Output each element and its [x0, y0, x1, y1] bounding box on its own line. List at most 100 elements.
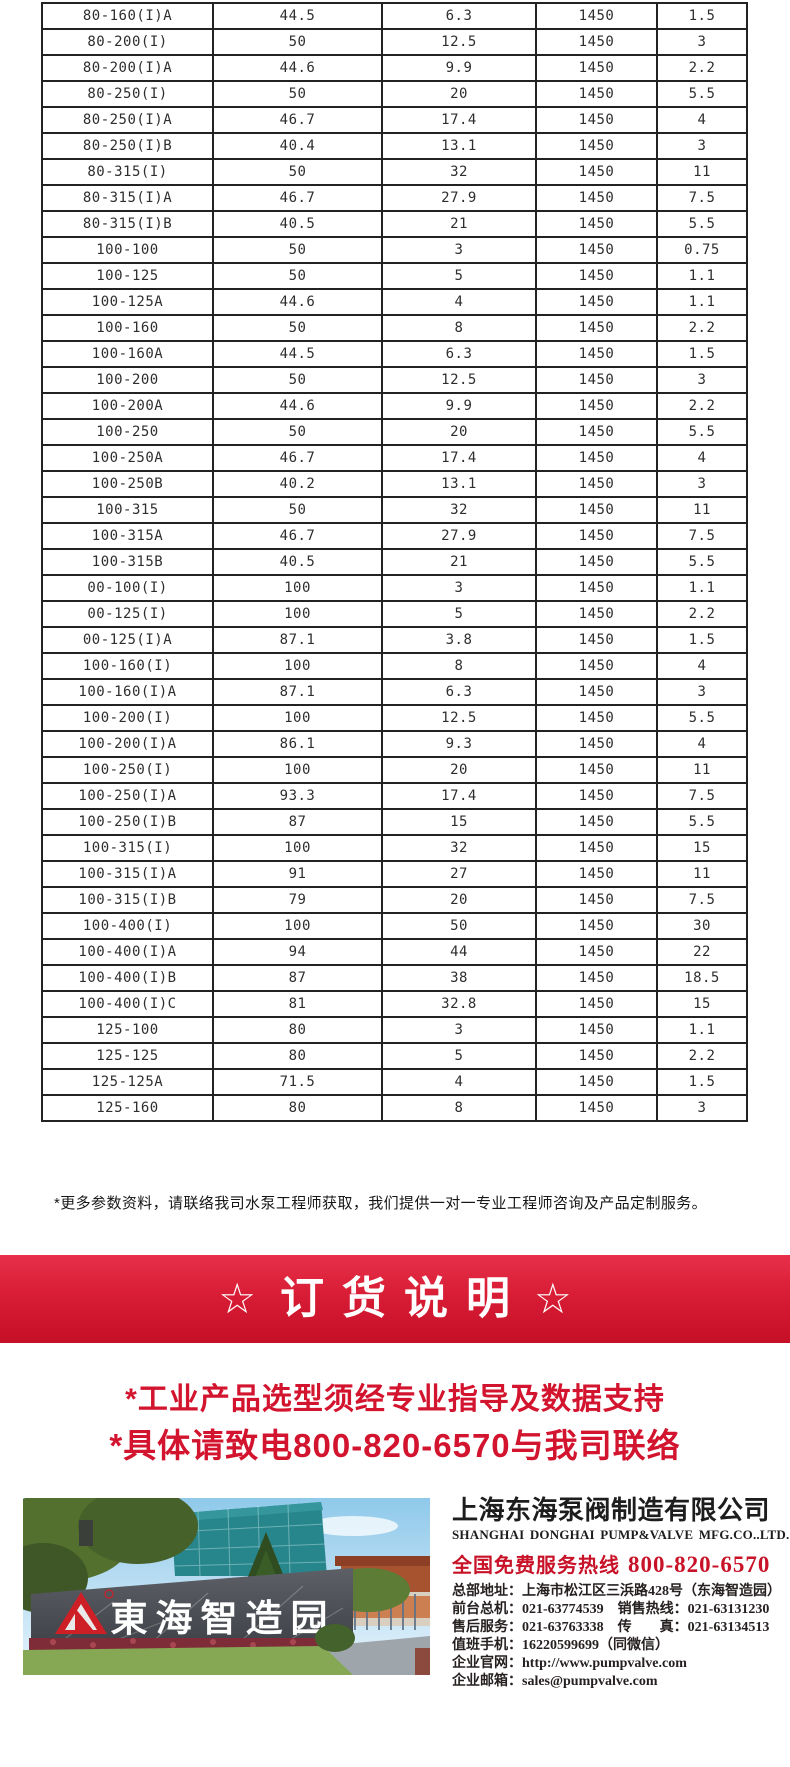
contact-line: 企业邮箱：sales@pumpvalve.com	[452, 1673, 787, 1691]
table-cell: 100-250(I)A	[41, 782, 214, 810]
table-cell: 2.2	[656, 600, 748, 628]
table-cell: 3	[381, 1016, 537, 1044]
table-cell: 11	[656, 496, 748, 524]
table-cell: 1450	[535, 600, 658, 628]
table-cell: 27	[381, 860, 537, 888]
star-icon: ☆	[534, 1275, 572, 1322]
table-cell: 8	[381, 314, 537, 342]
table-cell: 27.9	[381, 522, 537, 550]
table-cell: 8	[381, 652, 537, 680]
table-cell: 1450	[535, 756, 658, 784]
table-row: 100-315(I)B 79 20 1450 7.5	[41, 886, 748, 914]
table-cell: 100-100	[41, 236, 214, 264]
company-name-en: SHANGHAI DONGHAI PUMP&VALVE MFG.CO..LTD.	[452, 1526, 790, 1542]
donghai-logo-icon	[55, 1589, 114, 1634]
contact-pair: 传 真：021-63134513	[618, 1620, 770, 1635]
contact-label: 总部地址：	[452, 1583, 522, 1599]
table-cell: 00-125(I)	[41, 600, 214, 628]
table-row: 100-400(I)C 81 32.8 1450 15	[41, 990, 748, 1018]
contact-label: 销售热线：	[617, 1601, 688, 1617]
table-cell: 1450	[535, 834, 658, 862]
table-cell: 2.2	[656, 392, 748, 420]
order-instructions-banner: ☆ 订货说明 ☆	[0, 1255, 790, 1343]
table-cell: 87	[212, 808, 383, 836]
hotline-number: 800-820-6570	[628, 1551, 771, 1577]
table-cell: 1450	[535, 470, 658, 498]
table-cell: 20	[381, 80, 537, 108]
table-cell: 100-200(I)A	[41, 730, 214, 758]
table-cell: 100-250A	[41, 444, 214, 472]
table-cell: 50	[212, 28, 383, 56]
table-row: 100-160 50 8 1450 2.2	[41, 314, 748, 342]
contact-pair: 企业官网：http://www.pumpvalve.com	[452, 1656, 687, 1671]
parameters-note: *更多参数资料，请联络我司水泵工程师获取，我们提供一对一专业工程师咨询及产品定制…	[54, 1195, 708, 1212]
banner-title: 订货说明	[280, 1274, 528, 1323]
contact-label: 售后服务：	[452, 1619, 522, 1635]
table-row: 80-315(I)B 40.5 21 1450 5.5	[41, 210, 748, 238]
table-cell: 100-400(I)	[41, 912, 214, 940]
contact-line: 企业官网：http://www.pumpvalve.com	[452, 1655, 787, 1673]
table-cell: 125-160	[41, 1094, 214, 1122]
table-cell: 1450	[535, 548, 658, 576]
table-cell: 100-200(I)	[41, 704, 214, 732]
table-cell: 1450	[535, 730, 658, 758]
table-cell: 40.2	[212, 470, 383, 498]
table-cell: 87	[212, 964, 383, 992]
table-row: 80-200(I) 50 12.5 1450 3	[41, 28, 748, 56]
table-cell: 1450	[535, 1042, 658, 1070]
table-cell: 1450	[535, 964, 658, 992]
table-cell: 44.6	[212, 54, 383, 82]
trees	[23, 1498, 410, 1613]
glass-building	[171, 1502, 328, 1577]
table-row: 100-315 50 32 1450 11	[41, 496, 748, 524]
table-cell: 44.5	[212, 2, 383, 30]
table-cell: 80-315(I)A	[41, 184, 214, 212]
table-cell: 1450	[535, 886, 658, 914]
table-cell: 21	[381, 548, 537, 576]
table-cell: 80-315(I)	[41, 158, 214, 186]
service-hotline: 全国免费服务热线 800-820-6570	[452, 1549, 787, 1578]
table-cell: 00-100(I)	[41, 574, 214, 602]
table-cell: 7.5	[656, 184, 748, 212]
sign-wall: 東海智造园	[31, 1568, 353, 1656]
contact-value: 021-63763338	[522, 1619, 604, 1635]
table-cell: 50	[212, 366, 383, 394]
table-cell: 1.5	[656, 626, 748, 654]
table-cell: 3	[656, 132, 748, 160]
table-cell: 4	[381, 288, 537, 316]
table-cell: 80	[212, 1016, 383, 1044]
table-cell: 100-200A	[41, 392, 214, 420]
table-cell: 20	[381, 418, 537, 446]
table-cell: 79	[212, 886, 383, 914]
table-cell: 12.5	[381, 366, 537, 394]
table-cell: 50	[212, 158, 383, 186]
table-cell: 5.5	[656, 548, 748, 576]
table-cell: 50	[212, 314, 383, 342]
table-cell: 15	[656, 834, 748, 862]
table-cell: 100	[212, 834, 383, 862]
table-cell: 93.3	[212, 782, 383, 810]
table-row: 100-160(I) 100 8 1450 4	[41, 652, 748, 680]
table-row: 100-100 50 3 1450 0.75	[41, 236, 748, 264]
table-row: 100-400(I)B 87 38 1450 18.5	[41, 964, 748, 992]
table-cell: 1450	[535, 28, 658, 56]
star-icon: ☆	[218, 1275, 256, 1322]
table-cell: 1450	[535, 522, 658, 550]
contact-line: 值班手机：16220599699（同微信）	[452, 1637, 787, 1655]
table-row: 100-250(I) 100 20 1450 11	[41, 756, 748, 784]
table-cell: 1450	[535, 418, 658, 446]
contact-value: sales@pumpvalve.com	[522, 1673, 658, 1689]
table-cell: 1.1	[656, 262, 748, 290]
table-cell: 1450	[535, 158, 658, 186]
table-cell: 1450	[535, 288, 658, 316]
table-cell: 100-200	[41, 366, 214, 394]
table-cell: 80	[212, 1042, 383, 1070]
table-row: 100-125A 44.6 4 1450 1.1	[41, 288, 748, 316]
table-cell: 46.7	[212, 106, 383, 134]
table-cell: 4	[656, 444, 748, 472]
contact-value: 021-63774539	[522, 1601, 604, 1617]
table-cell: 46.7	[212, 522, 383, 550]
contact-value: 021-63131230	[687, 1601, 770, 1617]
table-cell: 125-100	[41, 1016, 214, 1044]
